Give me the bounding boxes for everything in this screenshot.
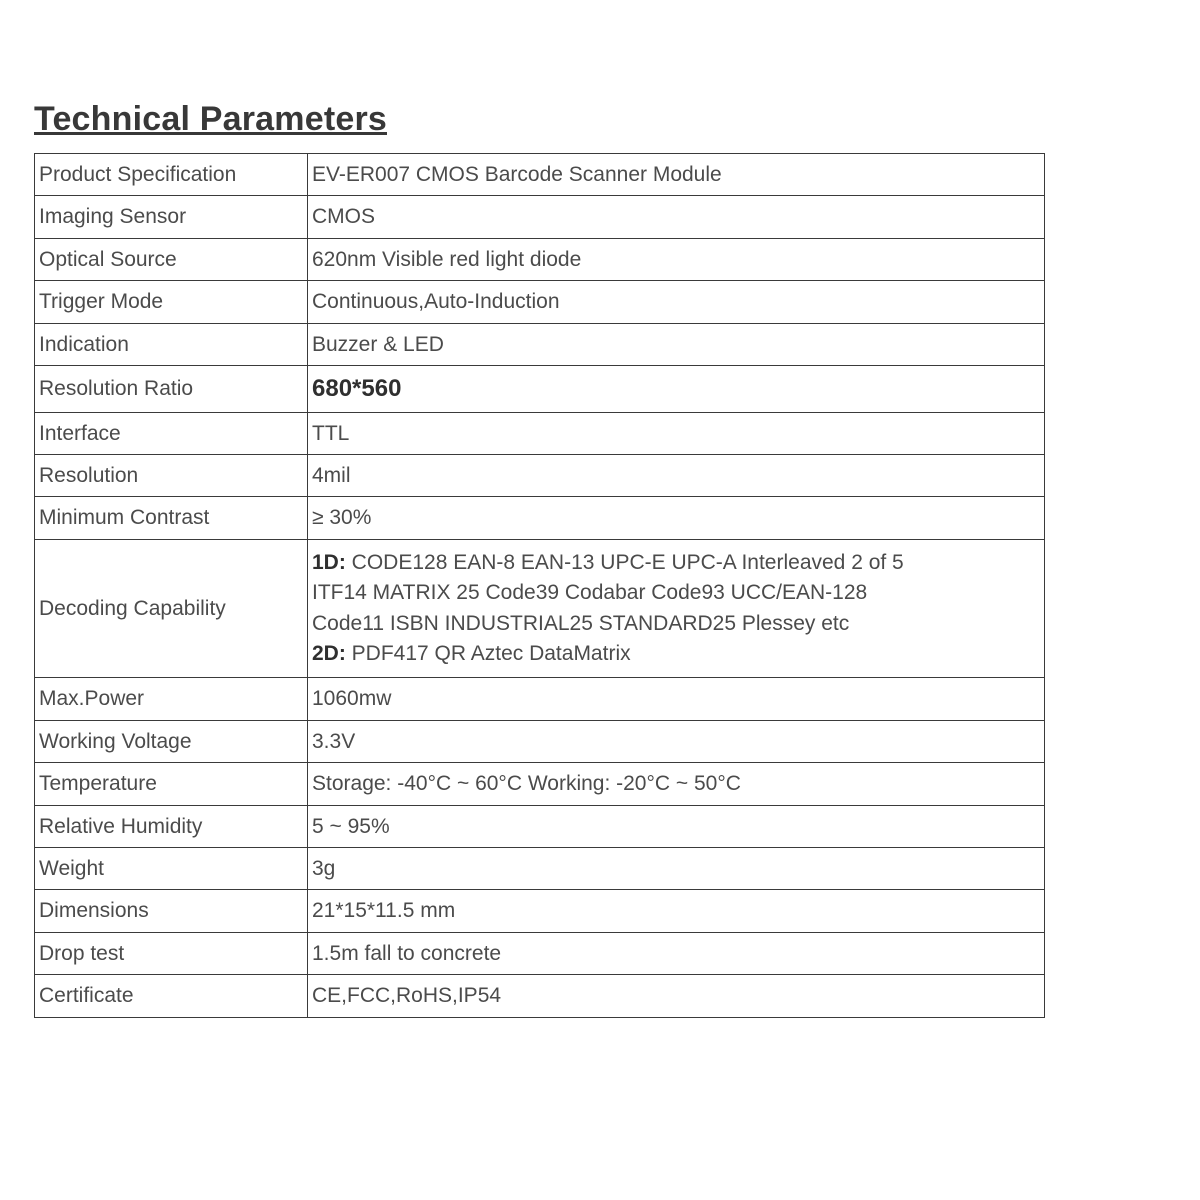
table-row: Trigger Mode Continuous,Auto-Induction [35,281,1045,323]
decoding-2d-text: PDF417 QR Aztec DataMatrix [346,642,631,665]
spec-label: Drop test [35,932,308,974]
spec-value: 1060mw [308,678,1045,720]
table-row: Certificate CE,FCC,RoHS,IP54 [35,975,1045,1017]
spec-label: Max.Power [35,678,308,720]
table-row: Optical Source 620nm Visible red light d… [35,238,1045,280]
table-row: Weight 3g [35,848,1045,890]
table-row: Drop test 1.5m fall to concrete [35,932,1045,974]
spec-value: TTL [308,412,1045,454]
table-row: Minimum Contrast ≥ 30% [35,497,1045,539]
spec-label: Minimum Contrast [35,497,308,539]
spec-value: ≥ 30% [308,497,1045,539]
decoding-1d-prefix: 1D: [312,551,346,574]
spec-label: Interface [35,412,308,454]
spec-label: Resolution Ratio [35,365,308,412]
spec-value: 620nm Visible red light diode [308,238,1045,280]
table-row: Decoding Capability 1D: CODE128 EAN-8 EA… [35,539,1045,678]
spec-label: Relative Humidity [35,805,308,847]
spec-table: Product Specification EV-ER007 CMOS Barc… [34,153,1045,1018]
table-row: Temperature Storage: -40°C ~ 60°C Workin… [35,763,1045,805]
table-row: Working Voltage 3.3V [35,720,1045,762]
spec-value: 5 ~ 95% [308,805,1045,847]
spec-label: Product Specification [35,154,308,196]
spec-value: EV-ER007 CMOS Barcode Scanner Module [308,154,1045,196]
table-row: Indication Buzzer & LED [35,323,1045,365]
spec-label: Trigger Mode [35,281,308,323]
spec-label: Dimensions [35,890,308,932]
spec-value: CE,FCC,RoHS,IP54 [308,975,1045,1017]
spec-value: CMOS [308,196,1045,238]
spec-value: 3g [308,848,1045,890]
table-row: Max.Power 1060mw [35,678,1045,720]
spec-value: Storage: -40°C ~ 60°C Working: -20°C ~ 5… [308,763,1045,805]
table-row: Interface TTL [35,412,1045,454]
spec-label: Certificate [35,975,308,1017]
table-row: Resolution Ratio 680*560 [35,365,1045,412]
decoding-line3: Code11 ISBN INDUSTRIAL25 STANDARD25 Ples… [312,612,849,635]
spec-label: Resolution [35,454,308,496]
spec-value: 21*15*11.5 mm [308,890,1045,932]
page-title: Technical Parameters [34,100,1166,139]
spec-value: 4mil [308,454,1045,496]
spec-label: Working Voltage [35,720,308,762]
spec-value: Continuous,Auto-Induction [308,281,1045,323]
spec-value: Buzzer & LED [308,323,1045,365]
decoding-line2: ITF14 MATRIX 25 Code39 Codabar Code93 UC… [312,581,867,604]
table-row: Dimensions 21*15*11.5 mm [35,890,1045,932]
table-row: Resolution 4mil [35,454,1045,496]
spec-label: Temperature [35,763,308,805]
decoding-2d-prefix: 2D: [312,642,346,665]
spec-label: Decoding Capability [35,539,308,678]
spec-label: Optical Source [35,238,308,280]
spec-value-decoding: 1D: CODE128 EAN-8 EAN-13 UPC-E UPC-A Int… [308,539,1045,678]
spec-value: 3.3V [308,720,1045,762]
spec-value: 1.5m fall to concrete [308,932,1045,974]
decoding-1d-text: CODE128 EAN-8 EAN-13 UPC-E UPC-A Interle… [346,551,904,574]
table-row: Imaging Sensor CMOS [35,196,1045,238]
spec-label: Weight [35,848,308,890]
spec-label: Imaging Sensor [35,196,308,238]
table-row: Product Specification EV-ER007 CMOS Barc… [35,154,1045,196]
spec-value-bold: 680*560 [308,365,1045,412]
spec-label: Indication [35,323,308,365]
table-row: Relative Humidity 5 ~ 95% [35,805,1045,847]
